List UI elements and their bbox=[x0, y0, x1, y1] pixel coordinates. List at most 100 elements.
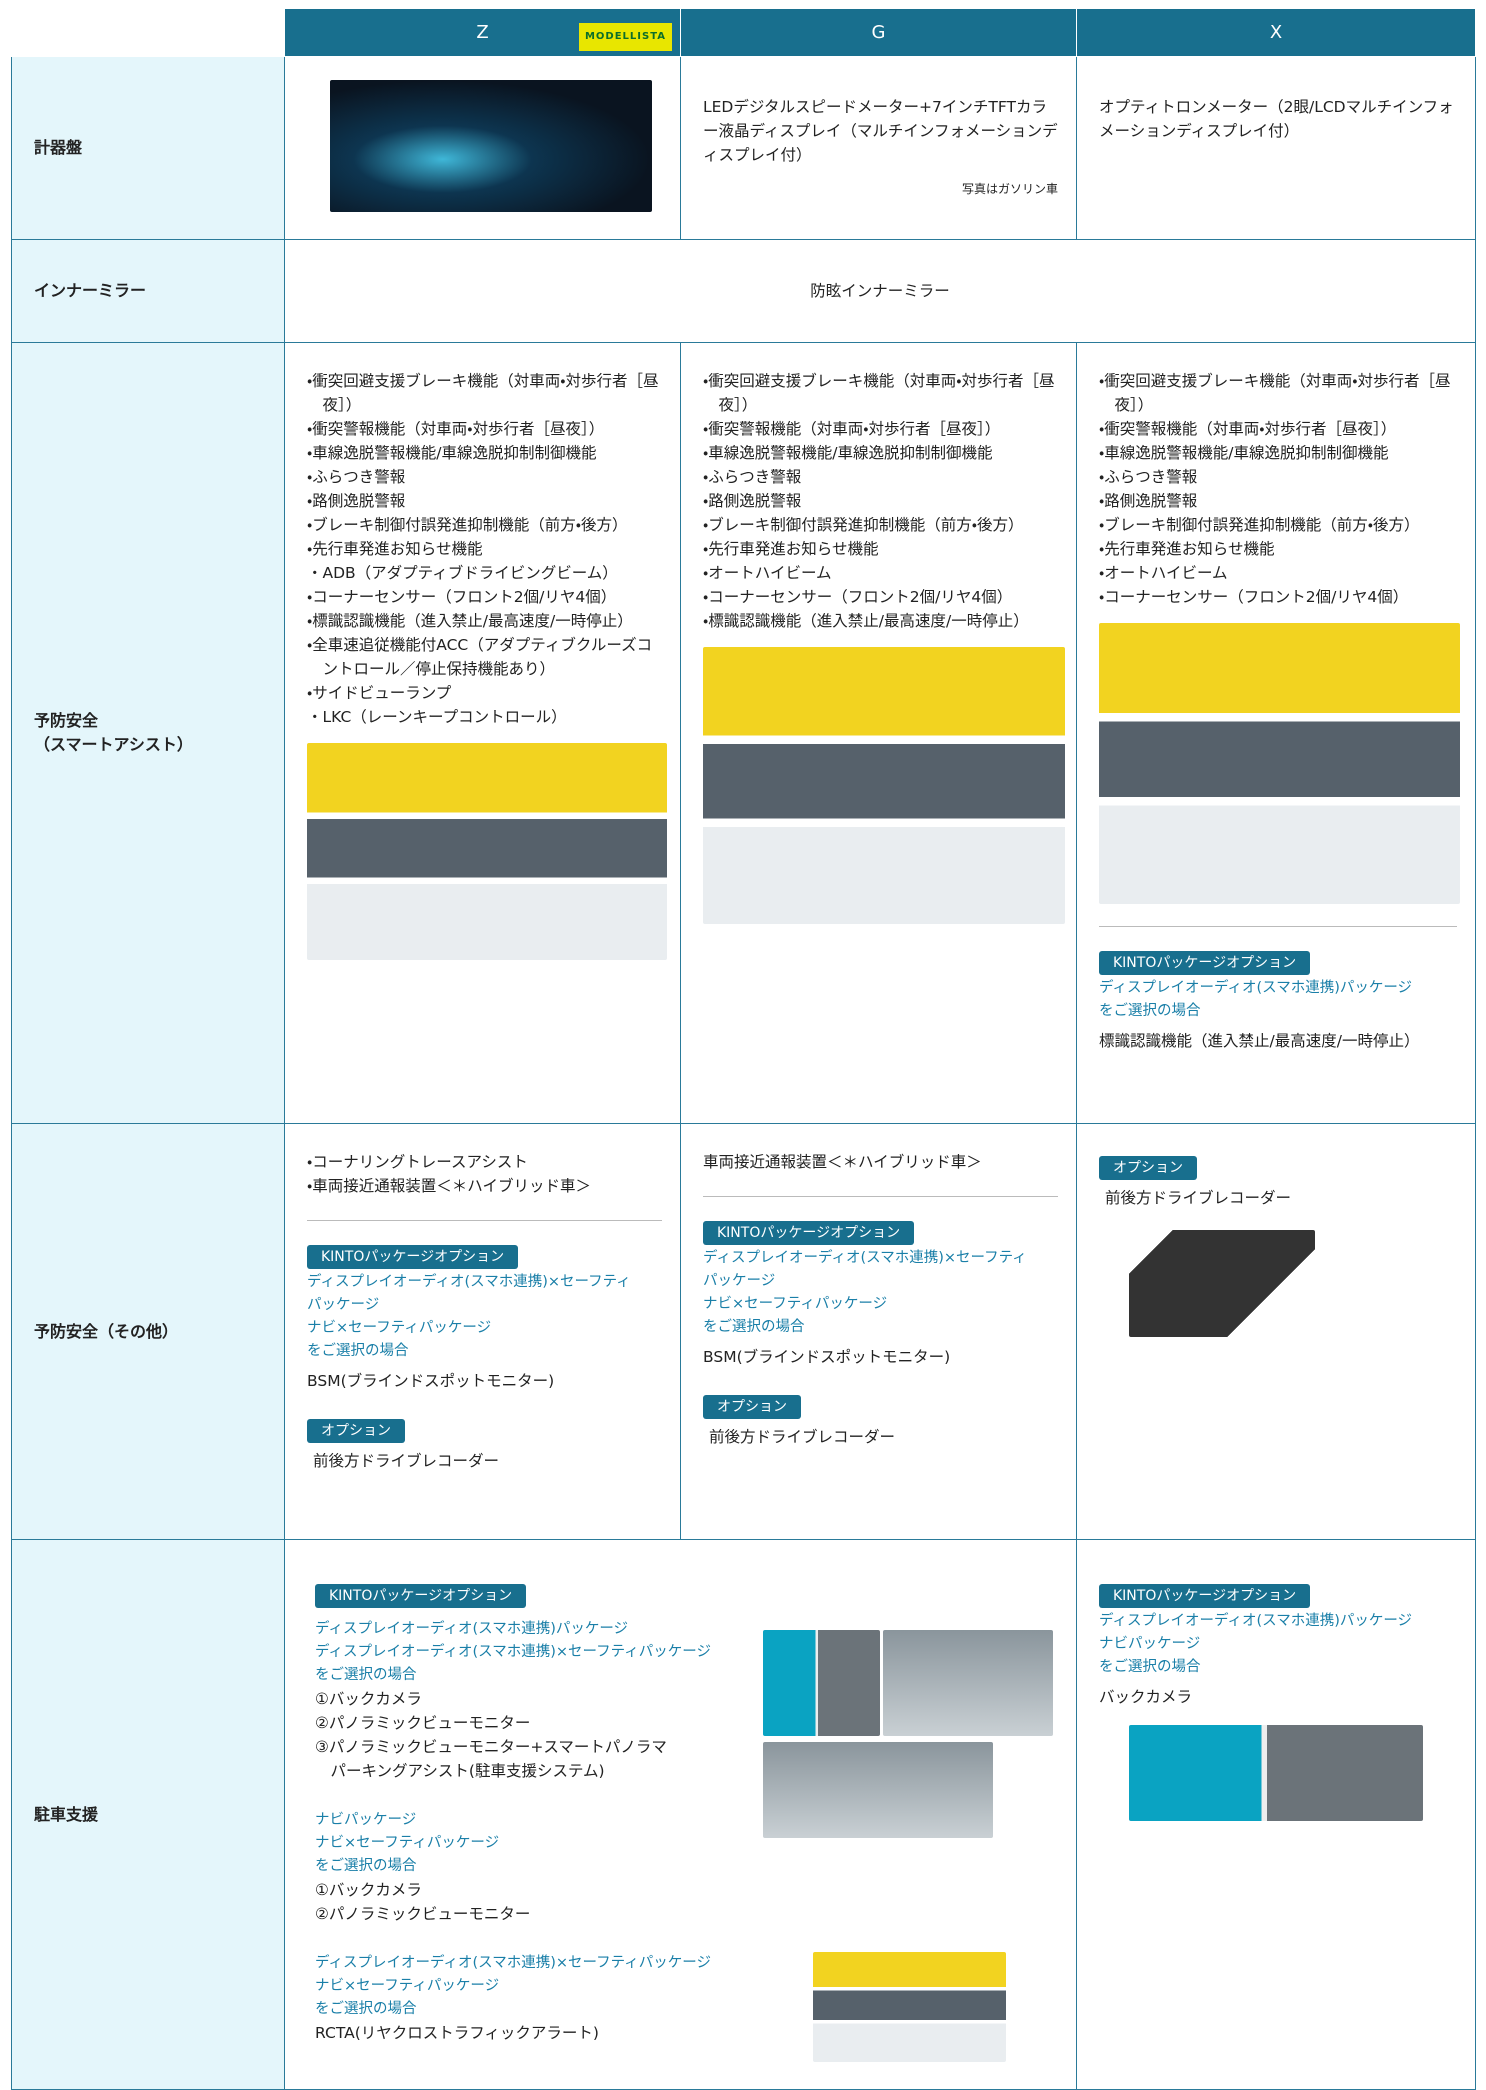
condition: ナビ×セーフティパッケージ bbox=[315, 1978, 500, 1994]
cell-content: オプティトロンメーター（2眼/LCDマルチインフォメーションディスプレイ付） bbox=[1077, 57, 1475, 143]
feature-item: ・ブレーキ制御付誤発進抑制機能（前方・後方） bbox=[307, 516, 628, 534]
feature-item: ・LKC（レーンキープコントロール） bbox=[307, 708, 567, 726]
feature-item: ・路側逸脱警報 bbox=[703, 492, 802, 510]
cell-content: KINTOパッケージオプション ディスプレイオーディオ(スマホ連携)パッケージ ディ… bbox=[285, 1540, 1076, 2045]
wide-cell: KINTOパッケージオプション ディスプレイオーディオ(スマホ連携)パッケージ ディ… bbox=[285, 1540, 1077, 2090]
image bbox=[330, 80, 652, 212]
feature-item: ・ふらつき警報 bbox=[703, 468, 802, 486]
condition: ディスプレイオーディオ(スマホ連携)×セーフティパッケージ bbox=[315, 1955, 711, 1971]
row-label-line: 駐車支援 bbox=[34, 1804, 99, 1824]
feature-item: 車両接近通報装置＜＊ハイブリッド車＞ bbox=[703, 1153, 982, 1171]
divider bbox=[703, 1196, 1058, 1197]
group: ディスプレイオーディオ(スマホ連携)パッケージディスプレイオーディオ(スマホ連携… bbox=[307, 1618, 1058, 1783]
condition: ディスプレイオーディオ(スマホ連携)×セーフティ bbox=[703, 1250, 1027, 1266]
feature: パーキングアシスト(駐車支援システム) bbox=[315, 1762, 605, 1780]
table-cell: LEDデジタルスピードメーター+7インチTFTカラー液晶ディスプレイ（マルチイン… bbox=[681, 57, 1077, 240]
image bbox=[883, 1630, 1053, 1736]
description: オプティトロンメーター（2眼/LCDマルチインフォメーションディスプレイ付） bbox=[1099, 98, 1454, 140]
divider bbox=[1099, 926, 1457, 927]
image bbox=[1129, 1230, 1315, 1337]
table-cell: ・衝突回避支援ブレーキ機能（対車両・対歩行者［昼夜］） ・衝突警報機能（対車両・対… bbox=[1077, 343, 1476, 1124]
spec-table: Z MODELLISTA G X 計器盤 LEDデジタルスピードメーター+7インチTFTカ… bbox=[11, 9, 1476, 2090]
table-cell: オプティトロンメーター（2眼/LCDマルチインフォメーションディスプレイ付） bbox=[1077, 57, 1476, 240]
row-label-line: 予防安全 bbox=[34, 711, 99, 730]
condition: ナビ×セーフティパッケージ bbox=[703, 1296, 888, 1312]
feature-item: ・衝突警報機能（対車両・対歩行者［昼夜］） bbox=[307, 420, 605, 438]
feature-item: ・ADB（アダプティブドライビングビーム） bbox=[307, 564, 618, 582]
row-label-line: インナーミラー bbox=[34, 281, 147, 300]
group: ディスプレイオーディオ(スマホ連携)×セーフティパッケージ ナビ×セーフティパッケ… bbox=[307, 1952, 1058, 2045]
row-label: 予防安全（その他） bbox=[11, 1124, 285, 1540]
row-label: 予防安全 （スマートアシスト） bbox=[11, 343, 285, 1124]
cell-content: ・衝突回避支援ブレーキ機能（対車両・対歩行者［昼夜］） ・衝突警報機能（対車両・対… bbox=[681, 343, 1076, 924]
table-cell: KINTOパッケージオプション ディスプレイオーディオ(スマホ連携)パッケージ ナビ… bbox=[1077, 1540, 1476, 2090]
condition: ディスプレイオーディオ(スマホ連携)パッケージ bbox=[315, 1621, 629, 1637]
feature-item: ・ブレーキ制御付誤発進抑制機能（前方・後方） bbox=[1099, 516, 1420, 534]
feature-item: ・オートハイビーム bbox=[1099, 564, 1228, 582]
feature-item: ・先行車発進お知らせ機能 bbox=[307, 540, 483, 558]
feature-item: ・先行車発進お知らせ機能 bbox=[703, 540, 879, 558]
condition: をご選択の場合 bbox=[315, 2001, 417, 2017]
kinto-tag: KINTOパッケージオプション bbox=[315, 1584, 527, 1608]
feature: ①バックカメラ bbox=[315, 1690, 422, 1708]
feature-item: ・ふらつき警報 bbox=[307, 468, 406, 486]
cell-content: ・コーナリングトレースアシスト ・車両接近通報装置＜＊ハイブリッド車＞ KINTOパ… bbox=[285, 1124, 680, 1473]
cell-content: ・衝突回避支援ブレーキ機能（対車両・対歩行者［昼夜］） ・衝突警報機能（対車両・対… bbox=[285, 343, 680, 960]
feature-item: ・標識認識機能（進入禁止/最高速度/一時停止） bbox=[307, 612, 633, 630]
merged-cell: 防眩インナーミラー bbox=[285, 240, 1476, 343]
feature-item: ・衝突警報機能（対車両・対歩行者［昼夜］） bbox=[1099, 420, 1397, 438]
feature-item: ・ブレーキ制御付誤発進抑制機能（前方・後方） bbox=[703, 516, 1024, 534]
row-label: インナーミラー bbox=[11, 240, 285, 343]
description: LEDデジタルスピードメーター+7インチTFTカラー液晶ディスプレイ（マルチイン… bbox=[703, 98, 1058, 164]
feature-item: ・衝突回避支援ブレーキ機能（対車両・対歩行者［昼夜］） bbox=[703, 372, 1055, 414]
image bbox=[813, 1952, 1006, 2062]
kinto-tag: KINTOパッケージオプション bbox=[1099, 1584, 1311, 1608]
feature-item: ・コーナリングトレースアシスト bbox=[307, 1153, 528, 1171]
feature-item: ・車線逸脱警報機能/車線逸脱抑制制御機能 bbox=[703, 444, 993, 462]
option-tag: オプション bbox=[703, 1395, 801, 1419]
row-label-line: （スマートアシスト） bbox=[34, 735, 193, 754]
option-feature: 前後方ドライブレコーダー bbox=[313, 1452, 500, 1470]
option-feature: 前後方ドライブレコーダー bbox=[709, 1428, 896, 1446]
note: 写真はガソリン車 bbox=[961, 182, 1058, 196]
column-header: G bbox=[681, 9, 1077, 57]
feature: ②パノラミックビューモニター bbox=[315, 1714, 531, 1732]
feature-item: ・コーナーセンサー（フロント2個/リヤ4個） bbox=[307, 588, 617, 606]
table-cell: ・コーナリングトレースアシスト ・車両接近通報装置＜＊ハイブリッド車＞ KINTOパ… bbox=[285, 1124, 681, 1540]
cell-content: 車両接近通報装置＜＊ハイブリッド車＞ KINTOパッケージオプション ディスプレイオ… bbox=[681, 1124, 1076, 1449]
cell-content: LEDデジタルスピードメーター+7インチTFTカラー液晶ディスプレイ（マルチイン… bbox=[681, 57, 1076, 201]
row-label-line: 計器盤 bbox=[34, 138, 83, 157]
condition: ディスプレイオーディオ(スマホ連携)パッケージ bbox=[1099, 980, 1413, 996]
feature: BSM(ブラインドスポットモニター) bbox=[703, 1348, 951, 1366]
feature: RCTA(リヤクロストラフィックアラート) bbox=[315, 2024, 599, 2042]
condition: をご選択の場合 bbox=[315, 1858, 417, 1874]
image bbox=[1129, 1725, 1423, 1821]
condition: ディスプレイオーディオ(スマホ連携)×セーフティパッケージ bbox=[315, 1644, 711, 1660]
condition: パッケージ bbox=[307, 1297, 380, 1313]
row-label-line: 予防安全（その他） bbox=[34, 1321, 179, 1341]
feature: BSM(ブラインドスポットモニター) bbox=[307, 1372, 555, 1390]
condition: をご選択の場合 bbox=[1099, 1659, 1201, 1675]
feature-item: ・ふらつき警報 bbox=[1099, 468, 1198, 486]
condition: ナビ×セーフティパッケージ bbox=[315, 1835, 500, 1851]
feature: 標識認識機能（進入禁止/最高速度/一時停止） bbox=[1099, 1032, 1420, 1050]
feature: バックカメラ bbox=[1099, 1688, 1193, 1706]
feature-item: ・衝突警報機能（対車両・対歩行者［昼夜］） bbox=[703, 420, 1001, 438]
image bbox=[1099, 623, 1460, 904]
cell-content: オプション 前後方ドライブレコーダー bbox=[1077, 1124, 1475, 1337]
table-cell: オプション 前後方ドライブレコーダー bbox=[1077, 1124, 1476, 1540]
condition: ナビパッケージ bbox=[315, 1812, 417, 1828]
condition: をご選択の場合 bbox=[703, 1319, 805, 1335]
group: ナビパッケージ ナビ×セーフティパッケージ をご選択の場合 ①バックカメラ ②パノラミッ… bbox=[307, 1809, 1058, 1926]
feature: ②パノラミックビューモニター bbox=[315, 1905, 531, 1923]
feature-item: ・標識認識機能（進入禁止/最高速度/一時停止） bbox=[703, 612, 1029, 630]
condition: ディスプレイオーディオ(スマホ連携)×セーフティ bbox=[307, 1274, 631, 1290]
badge: MODELLISTA bbox=[578, 23, 672, 51]
row-label: 駐車支援 bbox=[11, 1540, 285, 2090]
feature-item: ・衝突回避支援ブレーキ機能（対車両・対歩行者［昼夜］） bbox=[1099, 372, 1451, 414]
table-cell: ・衝突回避支援ブレーキ機能（対車両・対歩行者［昼夜］） ・衝突警報機能（対車両・対… bbox=[681, 343, 1077, 1124]
table-cell bbox=[285, 57, 681, 240]
cell-content: KINTOパッケージオプション ディスプレイオーディオ(スマホ連携)パッケージ ナビ… bbox=[1077, 1540, 1475, 1821]
feature: ③パノラミックビューモニター+スマートパノラマ bbox=[315, 1738, 667, 1756]
